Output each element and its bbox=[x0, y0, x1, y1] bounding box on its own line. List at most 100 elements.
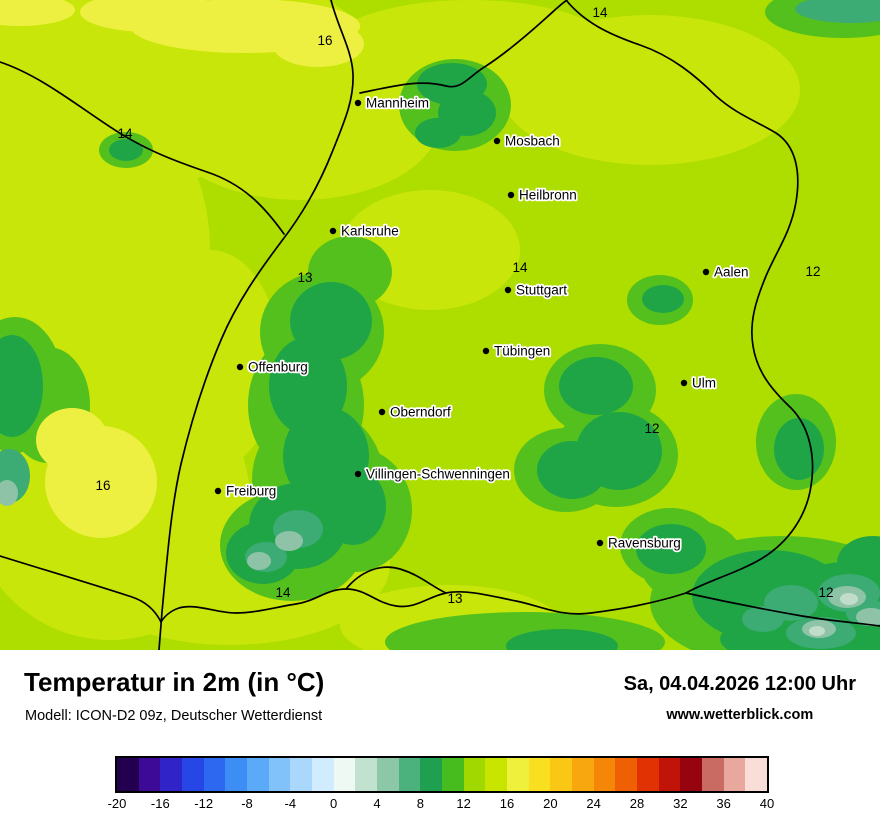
temperature-field bbox=[0, 0, 880, 650]
legend-segment bbox=[398, 758, 421, 791]
border-west-rhine bbox=[158, 0, 354, 650]
forecast-datetime: Sa, 04.04.2026 12:00 Uhr bbox=[623, 673, 856, 695]
legend-segment bbox=[550, 758, 573, 791]
legend-segment bbox=[333, 758, 356, 791]
model-info: Modell: ICON-D2 09z, Deutscher Wetterdie… bbox=[25, 708, 323, 724]
legend-segment bbox=[615, 758, 638, 791]
city-dot-icon bbox=[378, 408, 386, 416]
legend-tick-label: 24 bbox=[586, 796, 601, 811]
city-marker: Oberndorf bbox=[378, 403, 453, 421]
map-temperature-labels: 16 14 14 13 14 12 16 12 14 13 12 bbox=[95, 5, 833, 606]
map-temperature-label: 12 bbox=[644, 421, 659, 436]
legend-tick-label: -20 bbox=[107, 796, 127, 811]
legend-segment bbox=[593, 758, 616, 791]
legend-tick-label: 40 bbox=[759, 796, 775, 811]
legend-tick-label: 36 bbox=[716, 796, 731, 811]
map-temperature-label: 14 bbox=[275, 585, 291, 600]
legend-tick-label: 12 bbox=[456, 796, 471, 811]
city-marker: Ulm bbox=[680, 374, 718, 392]
legend-segment bbox=[658, 758, 681, 791]
city-marker: Stuttgart bbox=[504, 281, 569, 299]
legend-bar bbox=[115, 756, 769, 793]
city-dot-icon bbox=[482, 347, 490, 355]
city-label: Freiburg bbox=[226, 484, 276, 499]
city-dot-icon bbox=[702, 268, 710, 276]
border-east-south bbox=[160, 0, 814, 623]
legend-segment bbox=[572, 758, 594, 791]
legend-segment bbox=[702, 758, 724, 791]
city-marker: Mannheim bbox=[354, 94, 431, 112]
legend-segment bbox=[138, 758, 161, 791]
map-temperature-label: 14 bbox=[592, 5, 608, 20]
city-label: Karlsruhe bbox=[341, 224, 399, 239]
city-marker: Offenburg bbox=[236, 358, 309, 376]
datetime-block: Sa, 04.04.2026 12:00 Uhr www.wetterblick… bbox=[624, 673, 856, 723]
legend-tick-label: 16 bbox=[499, 796, 515, 811]
city-dot-icon bbox=[236, 363, 244, 371]
legend-tick-label: -16 bbox=[150, 796, 170, 811]
city-label: Offenburg bbox=[248, 360, 308, 375]
legend-tick-label: 0 bbox=[330, 796, 338, 811]
legend-segment bbox=[723, 758, 746, 791]
border-hochrhein-notch bbox=[345, 566, 447, 594]
legend-segment bbox=[745, 758, 768, 791]
legend-segment bbox=[463, 758, 486, 791]
legend-segment bbox=[290, 758, 313, 791]
city-marker: Mosbach bbox=[493, 132, 561, 150]
city-dot-icon bbox=[680, 379, 688, 387]
temperature-map: 16 14 14 13 14 12 16 12 14 13 12 Mannheim Mosbach He… bbox=[0, 0, 880, 650]
legend-tick-label: 32 bbox=[673, 796, 688, 811]
city-label: Tübingen bbox=[494, 344, 550, 359]
city-label: Heilbronn bbox=[519, 188, 577, 203]
city-label: Villingen-Schwenningen bbox=[366, 467, 510, 482]
legend-segment bbox=[355, 758, 378, 791]
legend-segment bbox=[637, 758, 659, 791]
city-dot-icon bbox=[504, 286, 512, 294]
map-temperature-label: 12 bbox=[818, 585, 833, 600]
legend-segment bbox=[420, 758, 443, 791]
legend-tick-label: -4 bbox=[284, 796, 297, 811]
city-dot-icon bbox=[493, 137, 501, 145]
legend-segment bbox=[312, 758, 334, 791]
legend-segment bbox=[225, 758, 248, 791]
legend-segment bbox=[182, 758, 204, 791]
city-label: Oberndorf bbox=[390, 405, 451, 420]
legend-tick-label: 28 bbox=[629, 796, 645, 811]
city-label: Ravensburg bbox=[608, 536, 681, 551]
city-dot-icon bbox=[354, 470, 362, 478]
page-title: Temperatur in 2m (in °C) bbox=[24, 667, 325, 697]
map-temperature-label: 13 bbox=[447, 591, 462, 606]
legend-tick-label: 20 bbox=[543, 796, 558, 811]
legend-segment bbox=[680, 758, 703, 791]
city-marker: Freiburg bbox=[214, 482, 278, 500]
city-marker: Heilbronn bbox=[507, 186, 578, 204]
border-northeast-wedge bbox=[359, 0, 568, 94]
legend-tick-label: 4 bbox=[373, 796, 381, 811]
legend-tick-label: -8 bbox=[241, 796, 253, 811]
map-temperature-label: 14 bbox=[117, 126, 133, 141]
city-label: Mosbach bbox=[505, 134, 560, 149]
border-southwest bbox=[0, 555, 162, 623]
legend-segment bbox=[117, 758, 139, 791]
info-panel: Temperatur in 2m (in °C) Modell: ICON-D2… bbox=[0, 650, 880, 830]
legend-segment bbox=[507, 758, 529, 791]
city-dot-icon bbox=[214, 487, 222, 495]
city-marker: Ravensburg bbox=[596, 534, 682, 552]
legend-segment bbox=[528, 758, 551, 791]
legend-segment bbox=[247, 758, 269, 791]
city-label: Ulm bbox=[692, 376, 716, 391]
map-temperature-label: 16 bbox=[95, 478, 110, 493]
city-label: Mannheim bbox=[366, 96, 429, 111]
map-temperature-label: 14 bbox=[512, 260, 528, 275]
city-dot-icon bbox=[596, 539, 604, 547]
legend-segment bbox=[442, 758, 464, 791]
map-temperature-label: 13 bbox=[297, 270, 312, 285]
city-dot-icon bbox=[354, 99, 362, 107]
border-bottom-right bbox=[685, 592, 880, 627]
state-borders bbox=[0, 0, 880, 650]
city-dot-icon bbox=[329, 227, 337, 235]
city-dot-icon bbox=[507, 191, 515, 199]
city-marker: Aalen bbox=[702, 263, 750, 281]
city-marker: Karlsruhe bbox=[329, 222, 400, 240]
